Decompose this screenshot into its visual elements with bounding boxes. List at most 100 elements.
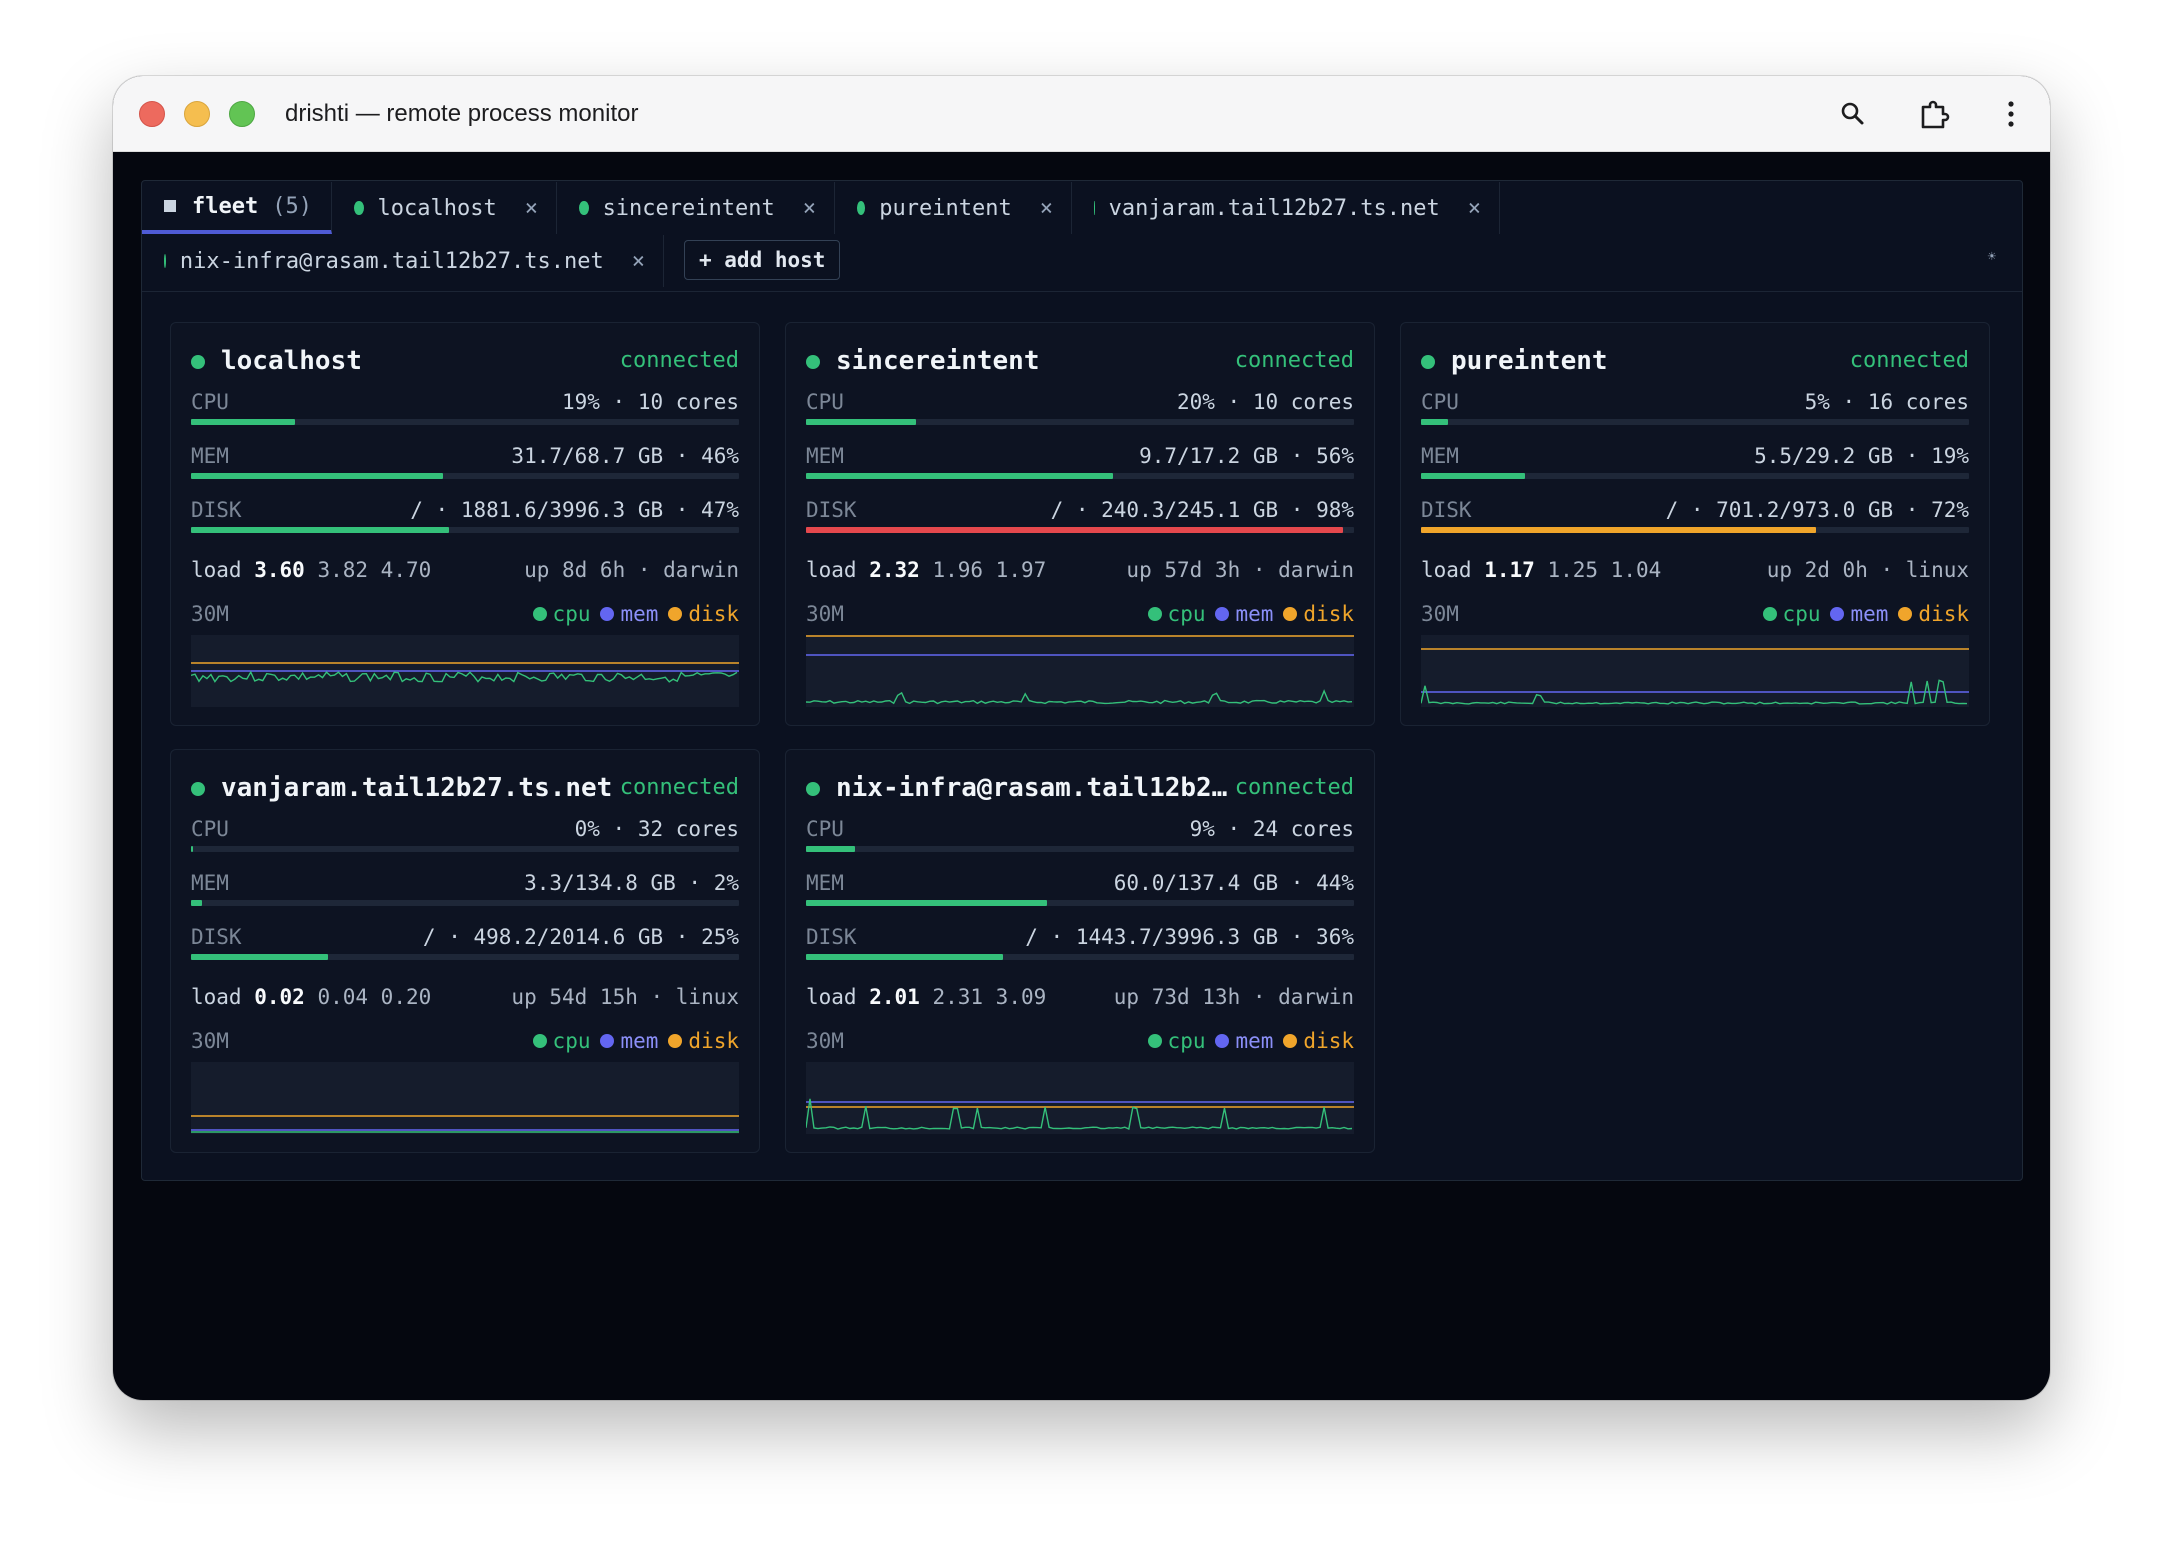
- sparkline-legend: cpu mem disk: [1147, 599, 1354, 629]
- close-tab-icon[interactable]: ×: [1039, 195, 1053, 221]
- metric-label: DISK: [191, 498, 242, 522]
- metric-label: MEM: [806, 444, 844, 468]
- load-1m: 2.01: [869, 985, 920, 1009]
- connection-status: connected: [1234, 775, 1354, 800]
- sparkline-header: 30M cpu mem disk: [806, 599, 1354, 629]
- connection-status: connected: [619, 775, 739, 800]
- metric-bar-fill: [191, 954, 328, 960]
- close-tab-icon[interactable]: ×: [631, 248, 645, 274]
- metric-cpu: CPU 9% · 24 cores: [806, 814, 1354, 854]
- legend-cpu: cpu: [532, 599, 590, 629]
- metric-label: DISK: [191, 925, 242, 949]
- more-menu-icon[interactable]: [1993, 96, 2029, 132]
- monitor-panel: fleet (5) localhost × sincereintent × pu…: [141, 180, 2023, 1181]
- host-card-pureintent[interactable]: pureintent connected CPU 5% · 16 cores M…: [1400, 322, 1990, 726]
- tab-nix-infra[interactable]: nix-infra@rasam.tail12b27.ts.net ×: [142, 235, 664, 287]
- load-row: load 0.02 0.04 0.20 up 54d 15h · linux: [191, 982, 739, 1012]
- metric-bar: [806, 527, 1354, 533]
- tab-localhost[interactable]: localhost ×: [332, 182, 557, 234]
- host-card-localhost[interactable]: localhost connected CPU 19% · 10 cores M…: [170, 322, 760, 726]
- sparkline-header: 30M cpu mem disk: [1421, 599, 1969, 629]
- legend-mem: mem: [600, 1026, 658, 1056]
- add-host-button[interactable]: + add host: [684, 240, 841, 280]
- legend-cpu: cpu: [532, 1026, 590, 1056]
- load-5m-15m: 1.96 1.97: [932, 558, 1047, 582]
- metric-bar: [806, 954, 1354, 960]
- tab-label: localhost: [377, 195, 497, 221]
- uptime-os: up 8d 6h · darwin: [524, 558, 739, 582]
- load-row: load 3.60 3.82 4.70 up 8d 6h · darwin: [191, 555, 739, 585]
- metric-label: CPU: [191, 817, 229, 841]
- metric-bar: [806, 419, 1354, 425]
- sparkline-header: 30M cpu mem disk: [191, 599, 739, 629]
- legend-cpu: cpu: [1147, 599, 1205, 629]
- close-tab-icon[interactable]: ×: [1467, 195, 1481, 221]
- metric-label: MEM: [191, 871, 229, 895]
- extensions-icon[interactable]: [1916, 96, 1952, 132]
- status-dot: [579, 201, 589, 215]
- close-window-button[interactable]: [139, 101, 165, 127]
- tab-fleet-count: (5): [272, 193, 312, 219]
- tab-label: sincereintent: [602, 195, 775, 221]
- tab-sincereintent[interactable]: sincereintent ×: [557, 182, 835, 234]
- metric-value: / · 701.2/973.0 GB · 72%: [1665, 498, 1969, 522]
- card-header: sincereintent connected: [806, 343, 1354, 379]
- host-name: vanjaram.tail12b27.ts.net: [221, 773, 613, 803]
- metric-cpu: CPU 5% · 16 cores: [1421, 387, 1969, 427]
- metric-mem: MEM 31.7/68.7 GB · 46%: [191, 441, 739, 481]
- sparkline-chart: [191, 1062, 739, 1134]
- load-5m-15m: 3.82 4.70: [317, 558, 432, 582]
- metric-bar-fill: [806, 419, 916, 425]
- metric-value: 5% · 16 cores: [1804, 390, 1969, 414]
- metric-bar-fill: [806, 473, 1113, 479]
- metric-bar: [191, 846, 739, 852]
- legend-cpu: cpu: [1762, 599, 1820, 629]
- uptime-os: up 73d 13h · darwin: [1113, 985, 1354, 1009]
- sparkline-legend: cpu mem disk: [532, 1026, 739, 1056]
- legend-disk: disk: [1283, 599, 1354, 629]
- tab-fleet[interactable]: fleet (5): [142, 182, 332, 234]
- load-row: load 2.32 1.96 1.97 up 57d 3h · darwin: [806, 555, 1354, 585]
- load-5m-15m: 0.04 0.20: [317, 985, 432, 1009]
- maximize-window-button[interactable]: [229, 101, 255, 127]
- cpu-series-line: [191, 670, 738, 683]
- search-icon[interactable]: [1835, 96, 1871, 132]
- metric-value: 0% · 32 cores: [574, 817, 739, 841]
- tab-label: vanjaram.tail12b27.ts.net: [1108, 195, 1440, 221]
- card-header: vanjaram.tail12b27.ts.net connected: [191, 770, 739, 806]
- metric-bar: [191, 419, 739, 425]
- legend-disk: disk: [1283, 1026, 1354, 1056]
- host-card-sincereintent[interactable]: sincereintent connected CPU 20% · 10 cor…: [785, 322, 1375, 726]
- status-dot: [1094, 201, 1095, 215]
- time-range: 30M: [806, 1029, 844, 1053]
- metric-bar: [806, 473, 1354, 479]
- minimize-window-button[interactable]: [184, 101, 210, 127]
- metric-mem: MEM 5.5/29.2 GB · 19%: [1421, 441, 1969, 481]
- host-card-vanjaram[interactable]: vanjaram.tail12b27.ts.net connected CPU …: [170, 749, 760, 1153]
- metric-bar-fill: [806, 954, 1004, 960]
- metric-bar: [191, 954, 739, 960]
- metric-label: DISK: [806, 498, 857, 522]
- fleet-icon: [164, 200, 176, 212]
- metric-cpu: CPU 20% · 10 cores: [806, 387, 1354, 427]
- legend-disk: disk: [668, 599, 739, 629]
- load-label: load: [191, 558, 242, 582]
- close-tab-icon[interactable]: ×: [802, 195, 816, 221]
- cpu-series-line: [806, 1098, 1353, 1131]
- close-tab-icon[interactable]: ×: [524, 195, 538, 221]
- tab-vanjaram[interactable]: vanjaram.tail12b27.ts.net ×: [1072, 182, 1500, 234]
- metric-label: DISK: [1421, 498, 1472, 522]
- metric-bar-fill: [191, 900, 202, 906]
- metric-bar: [191, 473, 739, 479]
- host-card-nix-infra[interactable]: nix-infra@rasam.tail12b2… connected CPU …: [785, 749, 1375, 1153]
- metric-disk: DISK / · 1443.7/3996.3 GB · 36%: [806, 922, 1354, 962]
- uptime-os: up 2d 0h · linux: [1766, 558, 1969, 582]
- tab-pureintent[interactable]: pureintent ×: [835, 182, 1072, 234]
- load-5m-15m: 2.31 3.09: [932, 985, 1047, 1009]
- metric-value: 20% · 10 cores: [1176, 390, 1354, 414]
- metric-value: / · 240.3/245.1 GB · 98%: [1050, 498, 1354, 522]
- metric-label: MEM: [806, 871, 844, 895]
- cpu-series-line: [1421, 679, 1968, 705]
- sparkline-chart: [806, 1062, 1354, 1134]
- theme-toggle-icon[interactable]: ☀: [1987, 249, 1996, 265]
